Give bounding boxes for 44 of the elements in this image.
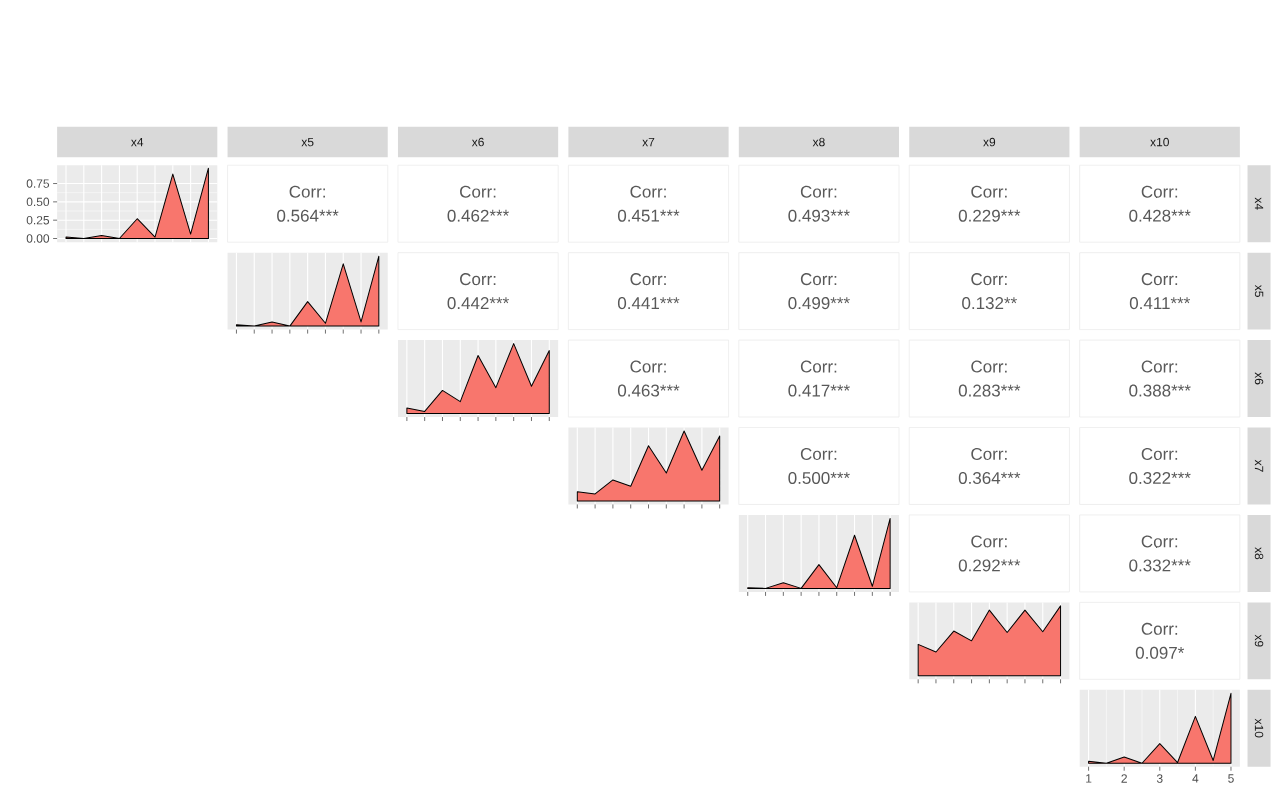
text: Corr: 0.499***	[788, 273, 850, 310]
text: Corr: 0.411***	[1129, 273, 1191, 310]
category-label: x4	[131, 137, 144, 147]
text: Corr: 0.322***	[1129, 447, 1191, 485]
category-label: x6	[1254, 372, 1264, 385]
text: Corr: 0.417***	[788, 360, 850, 397]
category-label: x6	[471, 137, 484, 147]
text: Corr: 0.500***	[788, 447, 850, 485]
category-label: x5	[1254, 284, 1264, 297]
x-tick-label: 2	[1121, 774, 1127, 783]
text: Corr: 0.441***	[617, 273, 680, 310]
category-label: x7	[642, 137, 655, 147]
x-tick-label: 1	[1086, 774, 1092, 783]
category-label: x7	[1254, 459, 1264, 472]
category-label: x9	[983, 137, 996, 147]
y-tick-label: 0.50	[26, 197, 50, 207]
text: Corr: 0.451***	[617, 185, 680, 222]
category-label: x5	[301, 137, 314, 147]
text: Corr: 0.332***	[1129, 535, 1191, 572]
text: Corr: 0.388***	[1129, 360, 1191, 397]
category-label: x10	[1254, 718, 1264, 738]
text: Corr: 0.493***	[788, 185, 850, 222]
x-tick-label: 5	[1228, 774, 1234, 783]
text: Corr: 0.428***	[1129, 185, 1191, 222]
text: Corr: 0.462***	[447, 185, 509, 222]
x-tick-label: 4	[1192, 774, 1199, 783]
category-label: x9	[1254, 634, 1264, 647]
text: Corr: 0.463***	[617, 360, 680, 397]
text: Corr: 0.292***	[958, 535, 1021, 572]
y-tick-label: 0.00	[26, 234, 50, 243]
y-tick-label: 0.75	[26, 179, 50, 188]
text: Corr: 0.132**	[962, 273, 1017, 310]
text: Corr: 0.564***	[277, 185, 339, 222]
text: Corr: 0.364***	[958, 447, 1021, 485]
text: Corr: 0.097*	[1135, 622, 1185, 659]
category-label: x8	[1254, 547, 1264, 560]
y-tick-label: 0.25	[26, 215, 50, 225]
category-label: x8	[812, 137, 825, 147]
text: Corr: 0.229***	[958, 185, 1021, 222]
category-label: x4	[1254, 197, 1264, 210]
text: Corr: 0.283***	[958, 360, 1021, 397]
x-tick-label: 3	[1156, 774, 1163, 783]
text: Corr: 0.442***	[447, 273, 509, 310]
category-label: x10	[1150, 137, 1169, 147]
